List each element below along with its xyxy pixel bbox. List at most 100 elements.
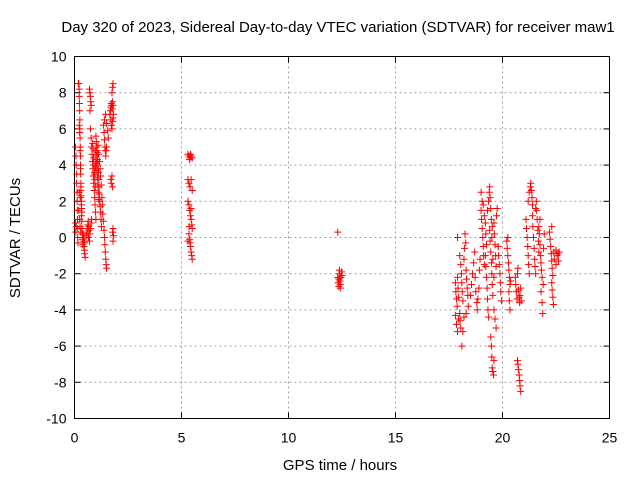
data-point xyxy=(488,223,496,231)
data-point xyxy=(531,262,539,270)
data-point xyxy=(481,252,489,260)
data-point xyxy=(505,273,513,281)
data-point xyxy=(527,179,535,187)
data-point xyxy=(79,230,87,238)
data-point xyxy=(75,100,83,108)
data-point xyxy=(463,275,471,283)
data-point xyxy=(188,186,196,194)
y-tick-label: -2 xyxy=(54,266,67,282)
data-point xyxy=(186,212,194,220)
data-point xyxy=(187,248,195,256)
data-point xyxy=(484,306,492,314)
data-point xyxy=(467,281,475,289)
data-point xyxy=(487,333,495,341)
data-point xyxy=(495,261,503,269)
data-point xyxy=(460,244,468,252)
data-point xyxy=(477,206,485,214)
data-point xyxy=(490,273,498,281)
data-point xyxy=(486,194,494,202)
data-point xyxy=(549,272,557,280)
data-point xyxy=(451,279,459,287)
data-point xyxy=(524,252,532,260)
data-point xyxy=(454,284,462,292)
data-point xyxy=(490,219,498,227)
data-point xyxy=(514,360,522,368)
data-point xyxy=(109,110,117,118)
data-point xyxy=(479,201,487,209)
data-point xyxy=(463,284,471,292)
data-point xyxy=(470,259,478,267)
data-point xyxy=(490,306,498,314)
data-point xyxy=(490,230,498,238)
data-point xyxy=(187,215,195,223)
data-point xyxy=(186,156,194,164)
data-point xyxy=(540,244,548,252)
data-point xyxy=(185,230,193,238)
data-point xyxy=(186,150,194,158)
data-point xyxy=(186,206,194,214)
y-tick-label: -4 xyxy=(54,302,67,318)
data-point xyxy=(535,223,543,231)
data-point xyxy=(459,297,467,305)
data-point xyxy=(488,270,496,278)
data-point xyxy=(485,313,493,321)
data-point xyxy=(538,299,546,307)
x-tick-label: 25 xyxy=(602,430,618,446)
y-tick-label: 6 xyxy=(59,121,67,137)
data-point xyxy=(536,241,544,249)
data-point xyxy=(76,194,84,202)
data-point xyxy=(101,248,109,256)
data-point xyxy=(334,228,342,236)
data-point xyxy=(458,342,466,350)
data-point xyxy=(497,288,505,296)
data-point xyxy=(457,324,465,332)
data-point xyxy=(458,288,466,296)
data-point xyxy=(462,266,470,274)
data-point xyxy=(94,168,102,176)
data-point xyxy=(554,250,562,258)
data-point xyxy=(453,302,461,310)
data-point xyxy=(553,252,561,260)
data-point xyxy=(488,353,496,361)
data-point xyxy=(531,255,539,263)
data-point xyxy=(185,179,193,187)
y-axis-label: SDTVAR / TECUs xyxy=(7,178,24,298)
data-point xyxy=(76,107,84,115)
data-point xyxy=(87,101,95,109)
data-point xyxy=(75,85,83,93)
data-point xyxy=(493,205,501,213)
data-point xyxy=(482,273,490,281)
data-point xyxy=(503,244,511,252)
data-point xyxy=(528,212,536,220)
data-point xyxy=(484,295,492,303)
data-point xyxy=(460,313,468,321)
data-point xyxy=(75,188,83,196)
data-point xyxy=(538,273,546,281)
data-point xyxy=(78,208,86,216)
data-point xyxy=(99,217,107,225)
data-point xyxy=(75,92,83,100)
data-point xyxy=(109,237,117,245)
data-point xyxy=(522,215,530,223)
data-point xyxy=(72,219,80,227)
data-point xyxy=(537,288,545,296)
scatter-points xyxy=(72,80,563,395)
data-point xyxy=(107,179,115,187)
data-point xyxy=(488,234,496,241)
data-point xyxy=(108,172,116,180)
data-point xyxy=(486,226,494,234)
data-point xyxy=(469,270,477,278)
data-point xyxy=(555,248,563,256)
data-point xyxy=(479,234,487,241)
data-point xyxy=(492,262,500,270)
data-point xyxy=(552,261,560,269)
data-point xyxy=(454,273,462,281)
data-point xyxy=(103,264,111,272)
data-point xyxy=(511,273,519,281)
data-point xyxy=(186,243,194,251)
data-point xyxy=(93,159,101,167)
data-point xyxy=(452,320,460,328)
data-point xyxy=(481,219,489,227)
y-tick-label: -8 xyxy=(54,374,67,390)
